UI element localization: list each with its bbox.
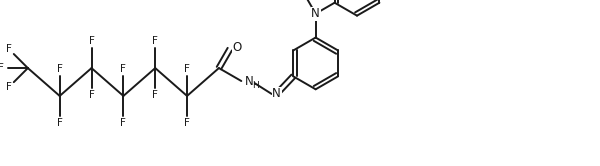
Text: F: F: [152, 90, 158, 100]
Text: F: F: [152, 36, 158, 46]
Text: F: F: [6, 44, 12, 54]
Text: F: F: [89, 36, 94, 46]
Text: F: F: [184, 118, 190, 128]
Text: N: N: [311, 7, 320, 20]
Text: F: F: [0, 63, 4, 73]
Text: F: F: [184, 64, 190, 74]
Text: F: F: [57, 118, 62, 128]
Text: N: N: [272, 87, 281, 100]
Text: H: H: [252, 82, 259, 90]
Text: F: F: [89, 90, 94, 100]
Text: N: N: [245, 75, 254, 87]
Text: F: F: [6, 82, 12, 92]
Text: F: F: [121, 118, 127, 128]
Text: F: F: [121, 64, 127, 74]
Text: F: F: [57, 64, 62, 74]
Text: O: O: [232, 41, 241, 54]
